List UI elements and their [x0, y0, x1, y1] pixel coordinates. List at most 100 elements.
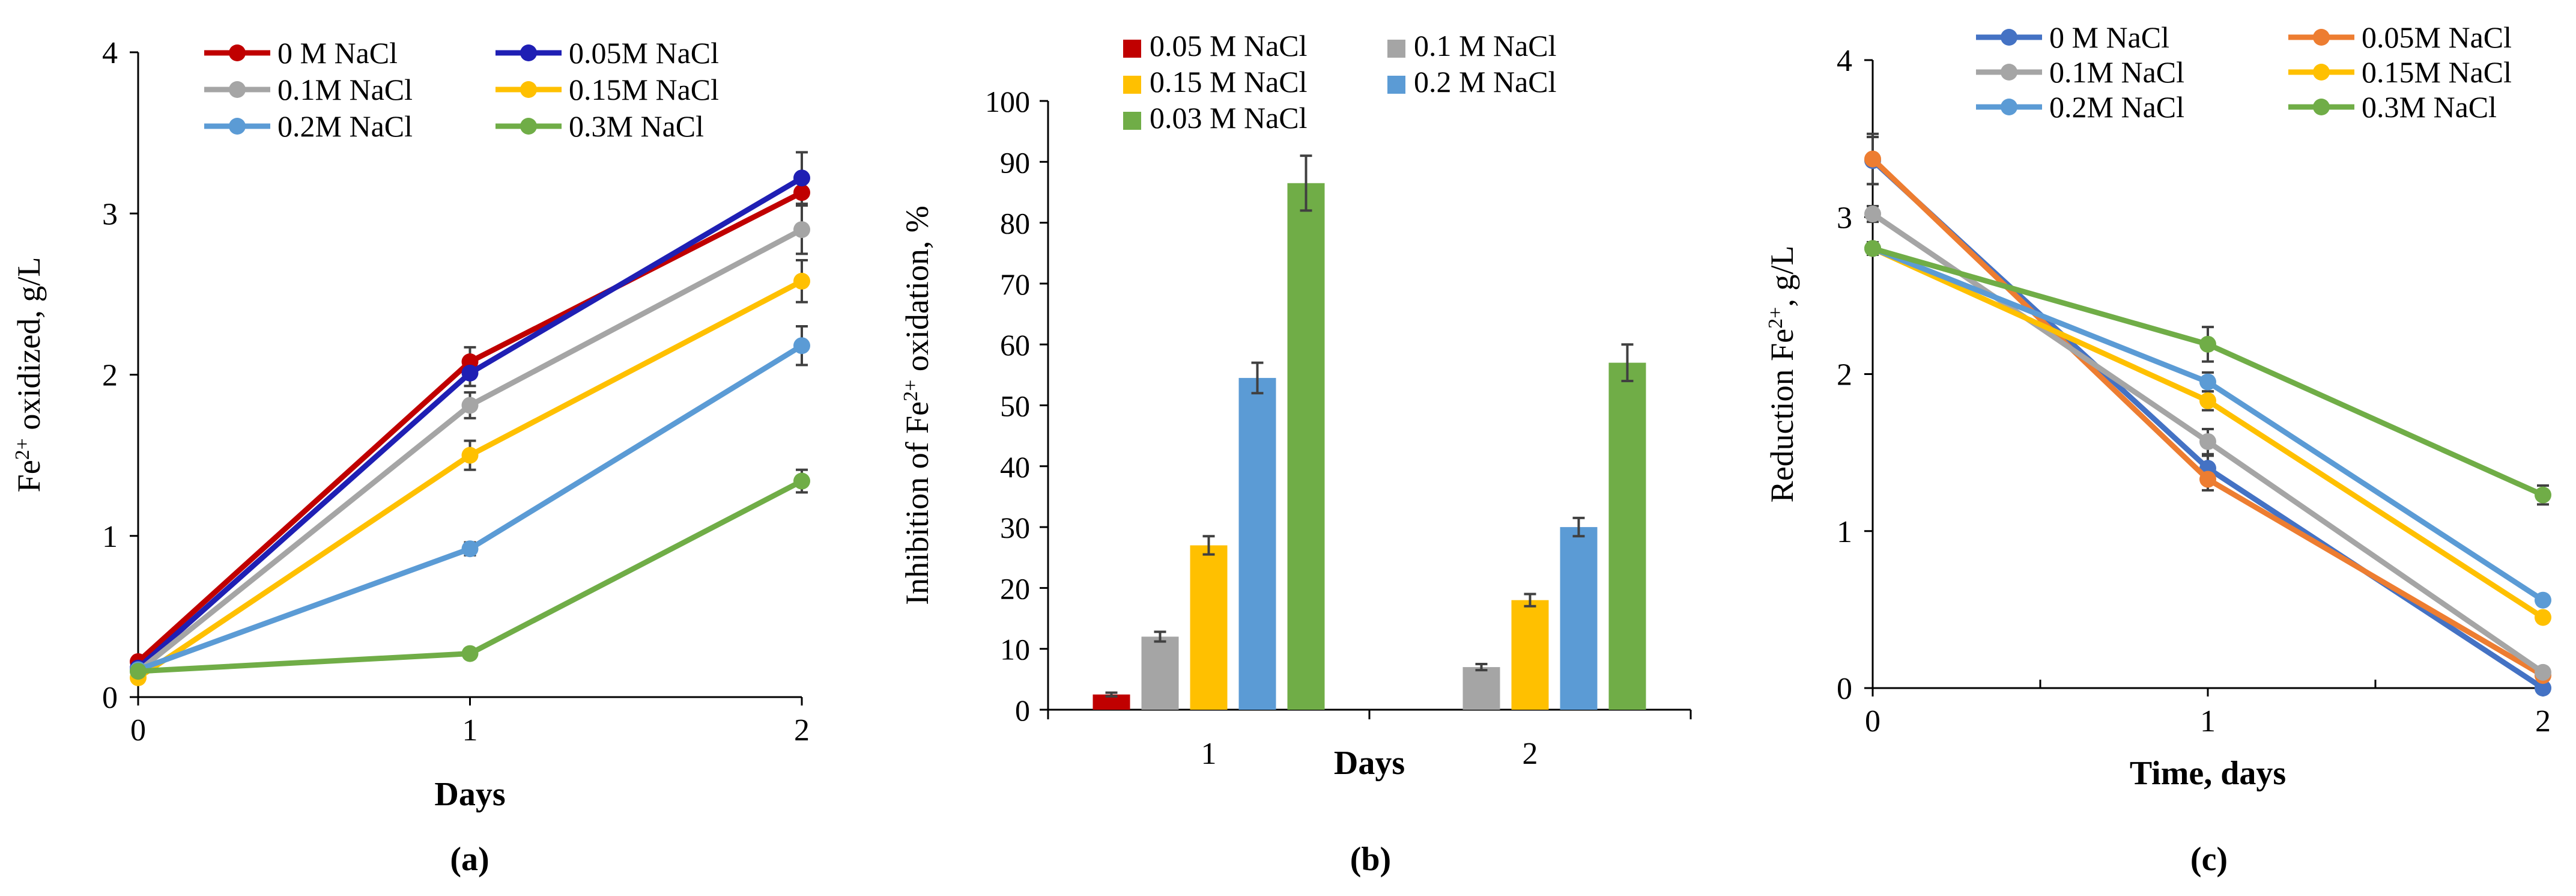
- legend-entry: 0.1M NaCl: [2049, 55, 2184, 89]
- legend-swatch: [1123, 40, 1141, 58]
- data-point: [793, 472, 810, 490]
- y-tick-label: 70: [1000, 267, 1030, 301]
- series-line: [1870, 157, 2545, 678]
- y-tick-label: 3: [1837, 201, 1852, 235]
- x-tick-label: 0: [130, 713, 146, 748]
- panel-c: 0 1 2 3 4 0 1 2 Time, days Reduction Fe2+, g/L (c)…: [1764, 20, 2551, 878]
- y-tick-label: 20: [1000, 571, 1030, 605]
- x-tick-label: 1: [462, 713, 478, 748]
- x-tick-label: 1: [1201, 737, 1217, 771]
- legend-swatch-marker: [2001, 64, 2017, 81]
- panel-label: (b): [1350, 841, 1391, 878]
- x-tick-label: 1: [2200, 704, 2216, 739]
- y-axis-title: Inhibition of Fe2+ oxidation, %: [899, 206, 935, 605]
- data-point: [793, 337, 810, 355]
- y-tick-label: 2: [1837, 358, 1852, 392]
- legend-entry: 0.05M NaCl: [569, 36, 719, 70]
- data-point: [2199, 471, 2216, 488]
- data-point: [2535, 591, 2551, 609]
- legend-swatch: [1123, 76, 1141, 94]
- bar: [1238, 377, 1276, 710]
- data-point: [1864, 150, 1881, 168]
- legend-entry: 0.1 M NaCl: [1414, 29, 1557, 62]
- legend-swatch-marker: [520, 44, 537, 61]
- y-tick-label: 1: [102, 520, 118, 554]
- y-tick-label: 4: [102, 36, 118, 70]
- y-tick-label: 0: [102, 681, 118, 715]
- x-tick-label: 2: [2535, 704, 2551, 739]
- bar: [1462, 667, 1500, 710]
- y-axis-title: Fe2+ oxidized, g/L: [11, 257, 47, 493]
- y-tick-label: 40: [1000, 450, 1030, 484]
- bar: [1511, 600, 1549, 710]
- data-point: [793, 184, 810, 201]
- data-point: [2199, 373, 2216, 391]
- y-tick-label: 90: [1000, 145, 1030, 179]
- x-axis-title: Days: [434, 776, 505, 813]
- data-point: [2535, 663, 2551, 681]
- legend-entry: 0.03 M NaCl: [1150, 101, 1308, 135]
- data-point: [2535, 486, 2551, 504]
- data-point: [2535, 609, 2551, 626]
- data-point: [793, 169, 810, 187]
- legend-swatch: [1123, 112, 1141, 130]
- legend-swatch-marker: [229, 44, 246, 61]
- legend-entry: 0.1M NaCl: [277, 73, 413, 106]
- y-tick-label: 10: [1000, 633, 1030, 666]
- x-tick-label: 0: [1865, 704, 1880, 739]
- y-tick-label: 0: [1015, 693, 1030, 727]
- legend-swatch-marker: [2313, 64, 2330, 81]
- y-tick-label: 30: [1000, 511, 1030, 544]
- legend-entry: 0 M NaCl: [277, 36, 398, 70]
- legend-swatch-marker: [229, 81, 246, 98]
- legend-entry: 0 M NaCl: [2049, 20, 2169, 54]
- data-point: [793, 221, 810, 239]
- series-line: [136, 278, 804, 680]
- y-tick-label: 50: [1000, 389, 1030, 423]
- legend-entry: 0.15M NaCl: [569, 73, 719, 106]
- y-tick-label: 60: [1000, 328, 1030, 362]
- data-point: [461, 645, 479, 662]
- data-point: [461, 446, 479, 464]
- legend-entry: 0.2M NaCl: [2049, 90, 2184, 124]
- series-line: [1870, 158, 2545, 690]
- legend-swatch: [1387, 76, 1405, 94]
- x-tick-label: 2: [794, 713, 810, 748]
- x-tick-label: 2: [1523, 737, 1538, 771]
- data-point: [1864, 240, 1881, 257]
- data-point: [2199, 335, 2216, 353]
- panel-b: 0 10 20 30 40 50 60 70 80 90 100 1 2 Days Inhibition o…: [899, 29, 1692, 878]
- legend-swatch-marker: [520, 81, 537, 98]
- legend-swatch-marker: [2001, 29, 2017, 46]
- data-point: [2199, 433, 2216, 450]
- data-point: [461, 397, 479, 414]
- legend-swatch-marker: [520, 118, 537, 135]
- data-point: [2535, 680, 2551, 696]
- legend-entry: 0.3M NaCl: [2362, 90, 2497, 124]
- legend-swatch: [1387, 40, 1405, 58]
- panel-label: (a): [450, 841, 489, 878]
- legend-entry: 0.3M NaCl: [569, 109, 704, 143]
- legend-swatch-marker: [229, 118, 246, 135]
- y-tick-label: 100: [985, 85, 1030, 118]
- panel-a: 0 1 2 3 4 0 1 2 Days Fe2+ oxidized, g/L (a) 0 M NaC…: [11, 36, 810, 878]
- bar: [1190, 545, 1228, 710]
- panel-label: (c): [2190, 841, 2228, 878]
- y-tick-label: 2: [102, 359, 118, 393]
- bar: [1141, 636, 1179, 710]
- data-point: [793, 272, 810, 290]
- y-tick-label: 80: [1000, 207, 1030, 240]
- legend-swatch-marker: [2313, 29, 2330, 46]
- bar: [1560, 527, 1598, 710]
- y-tick-label: 1: [1837, 515, 1852, 549]
- legend-entry: 0.2 M NaCl: [1414, 65, 1557, 99]
- x-axis-title: Days: [1334, 745, 1405, 782]
- data-point: [130, 663, 147, 680]
- data-point: [461, 364, 479, 382]
- y-axis-title: Reduction Fe2+, g/L: [1764, 246, 1800, 503]
- legend-swatch-marker: [2313, 99, 2330, 115]
- data-point: [1864, 206, 1881, 223]
- x-axis-title: Time, days: [2130, 755, 2286, 792]
- y-tick-label: 0: [1837, 672, 1852, 706]
